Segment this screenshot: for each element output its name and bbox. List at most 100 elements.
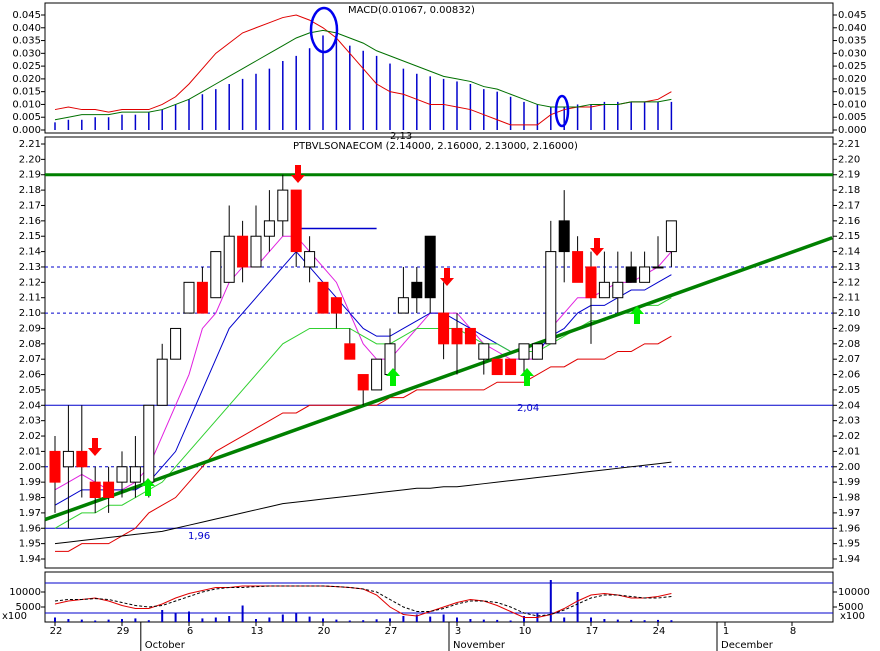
y-tick-label: 0.010 <box>12 99 41 110</box>
y-tick-label: 1.98 <box>19 493 41 504</box>
y-tick-label: 2.06 <box>19 370 41 381</box>
month-label: December <box>721 640 774 651</box>
candle-body <box>625 266 637 283</box>
volume-bar <box>241 605 244 622</box>
y-tick-label-right: 2.00 <box>838 462 860 473</box>
y-tick-label-right: 0.005 <box>838 112 867 123</box>
candle-body <box>558 220 570 253</box>
y-tick-label-right: 2.20 <box>838 154 860 165</box>
volume-bar <box>482 619 485 622</box>
y-tick-label-right: 5000 <box>838 602 863 613</box>
volume-bar <box>67 619 70 622</box>
volume-bar <box>576 592 579 622</box>
y-tick-label-right: 2.13 <box>838 262 860 273</box>
y-tick-label: 2.05 <box>19 385 41 396</box>
x-tick-label: 24 <box>653 626 666 637</box>
candle-body <box>411 281 423 299</box>
y-tick-label-right: 0.015 <box>838 87 867 98</box>
candle-body <box>129 466 141 483</box>
annotation: 1,96 <box>188 531 210 542</box>
y-tick-label-right: 10000 <box>838 587 870 598</box>
volume-bar <box>643 620 646 622</box>
x-tick-label: 3 <box>455 626 461 637</box>
y-tick-label: 2.16 <box>19 216 41 227</box>
candle-body <box>438 312 450 345</box>
volume-bar <box>389 618 391 622</box>
y-tick-label-right: 0.040 <box>838 23 867 34</box>
y-tick-label: 0.000 <box>12 125 41 136</box>
volume-bar <box>188 611 190 622</box>
candle-body <box>290 189 302 253</box>
price-panel <box>44 136 834 569</box>
volume-bar <box>429 616 432 622</box>
volume-bar <box>107 619 110 622</box>
y-tick-label: 2.15 <box>19 231 41 242</box>
sell-arrow <box>88 438 102 456</box>
volume-bar <box>80 619 83 622</box>
y-tick-label-right: 0.025 <box>838 61 867 72</box>
volume-bar <box>348 620 351 622</box>
candle-body <box>76 450 88 468</box>
y-tick-label: 10000 <box>9 587 41 598</box>
volume-bar <box>415 614 418 622</box>
candle-body <box>545 251 557 345</box>
annotation: 2,13 <box>390 131 412 142</box>
y-tick-label: 0.030 <box>12 48 41 59</box>
candle-body <box>652 266 664 269</box>
y-tick-label-right: 2.01 <box>838 446 860 457</box>
volume-bar <box>442 614 445 622</box>
volume-bar <box>228 616 231 622</box>
candle-body <box>665 220 677 253</box>
sell-arrow <box>590 238 604 256</box>
x-tick-label: 8 <box>790 626 796 637</box>
volume-bar <box>268 617 271 622</box>
volume-bar <box>590 617 592 622</box>
candle-body <box>143 404 155 483</box>
candle-body <box>89 481 101 499</box>
y-tick-label: 2.19 <box>19 170 41 181</box>
sell-arrow <box>291 165 305 183</box>
y-tick-label-right: 1.99 <box>838 477 860 488</box>
y-tick-label-right: 1.96 <box>838 523 860 534</box>
candle-body <box>585 266 597 299</box>
candle-body <box>196 281 208 314</box>
month-label: November <box>453 640 506 651</box>
y-tick-label: 2.03 <box>19 416 41 427</box>
y-tick-label: 2.21 <box>19 139 41 150</box>
y-tick-label-right: 1.97 <box>838 508 860 519</box>
y-tick-label-right: 2.15 <box>838 231 860 242</box>
volume-bar <box>308 616 311 622</box>
sell-arrow <box>440 268 454 286</box>
volume-bar <box>295 613 298 622</box>
y-tick-label: 1.97 <box>19 508 41 519</box>
volume-bar <box>616 619 619 622</box>
volume-bar <box>147 620 150 622</box>
y-tick-label: 2.09 <box>19 323 41 334</box>
y-tick-label: 2.07 <box>19 354 41 365</box>
y-tick-label-right: 2.18 <box>838 185 860 196</box>
x-tick-label: 10 <box>519 626 532 637</box>
x-tick-label: 6 <box>187 626 193 637</box>
y-tick-label-right: 2.11 <box>838 293 860 304</box>
y-tick-label-right: 0.010 <box>838 99 867 110</box>
volume-bar <box>563 617 566 622</box>
volume-bar <box>670 620 673 622</box>
y-tick-label-right: 0.030 <box>838 48 867 59</box>
volume-bar <box>630 619 633 622</box>
candle-body <box>612 281 624 299</box>
trendline <box>44 236 833 522</box>
y-tick-label: 2.11 <box>19 293 41 304</box>
y-tick-label-right: 2.07 <box>838 354 860 365</box>
y-tick-label: 2.04 <box>19 400 41 411</box>
y-tick-label-right: 2.21 <box>838 139 860 150</box>
candle-body <box>330 297 342 314</box>
y-tick-label: 0.015 <box>12 87 41 98</box>
volume-bar <box>523 616 525 622</box>
y-tick-label-right: 0.045 <box>838 10 867 21</box>
buy-arrow <box>520 368 534 386</box>
y-tick-label-right: 1.95 <box>838 539 860 550</box>
y-tick-label-right: 1.94 <box>838 554 860 565</box>
signals <box>88 6 644 496</box>
y-tick-label-right: 2.14 <box>838 247 860 258</box>
